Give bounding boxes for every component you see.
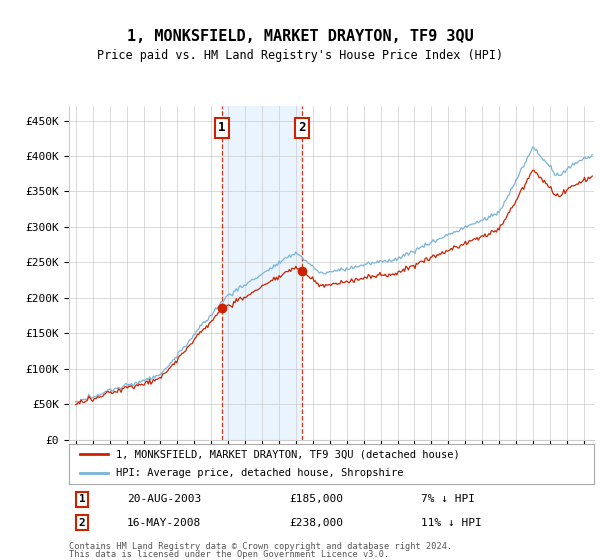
Text: 7% ↓ HPI: 7% ↓ HPI <box>421 494 475 505</box>
Text: 20-AUG-2003: 20-AUG-2003 <box>127 494 201 505</box>
Text: HPI: Average price, detached house, Shropshire: HPI: Average price, detached house, Shro… <box>116 468 404 478</box>
Text: Price paid vs. HM Land Registry's House Price Index (HPI): Price paid vs. HM Land Registry's House … <box>97 49 503 63</box>
Text: 1: 1 <box>79 494 86 505</box>
Text: 1, MONKSFIELD, MARKET DRAYTON, TF9 3QU: 1, MONKSFIELD, MARKET DRAYTON, TF9 3QU <box>127 29 473 44</box>
Text: 11% ↓ HPI: 11% ↓ HPI <box>421 517 482 528</box>
Text: 1: 1 <box>218 121 226 134</box>
Text: 16-MAY-2008: 16-MAY-2008 <box>127 517 201 528</box>
Text: Contains HM Land Registry data © Crown copyright and database right 2024.: Contains HM Land Registry data © Crown c… <box>69 542 452 551</box>
Text: This data is licensed under the Open Government Licence v3.0.: This data is licensed under the Open Gov… <box>69 550 389 559</box>
Text: 2: 2 <box>298 121 306 134</box>
Text: 2: 2 <box>79 517 86 528</box>
Text: £238,000: £238,000 <box>290 517 343 528</box>
Bar <box>222 106 302 440</box>
Text: £185,000: £185,000 <box>290 494 343 505</box>
Text: 1, MONKSFIELD, MARKET DRAYTON, TF9 3QU (detached house): 1, MONKSFIELD, MARKET DRAYTON, TF9 3QU (… <box>116 449 460 459</box>
